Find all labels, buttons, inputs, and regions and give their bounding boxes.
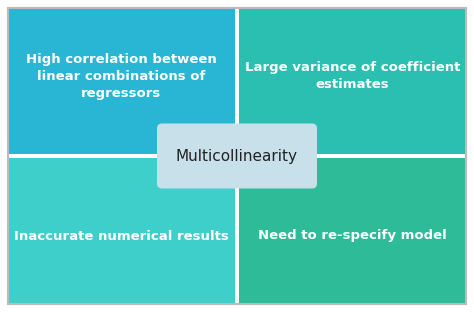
- FancyBboxPatch shape: [8, 158, 235, 304]
- Text: High correlation between
linear combinations of
regressors: High correlation between linear combinat…: [26, 52, 217, 100]
- FancyBboxPatch shape: [8, 8, 466, 304]
- FancyBboxPatch shape: [239, 158, 466, 304]
- Text: Multicollinearity: Multicollinearity: [176, 149, 298, 163]
- Text: Need to re-specify model: Need to re-specify model: [258, 230, 447, 242]
- Text: Large variance of coefficient
estimates: Large variance of coefficient estimates: [245, 61, 460, 91]
- FancyBboxPatch shape: [8, 8, 235, 154]
- FancyBboxPatch shape: [157, 124, 317, 188]
- FancyBboxPatch shape: [239, 8, 466, 154]
- Text: Inaccurate numerical results: Inaccurate numerical results: [14, 230, 229, 242]
